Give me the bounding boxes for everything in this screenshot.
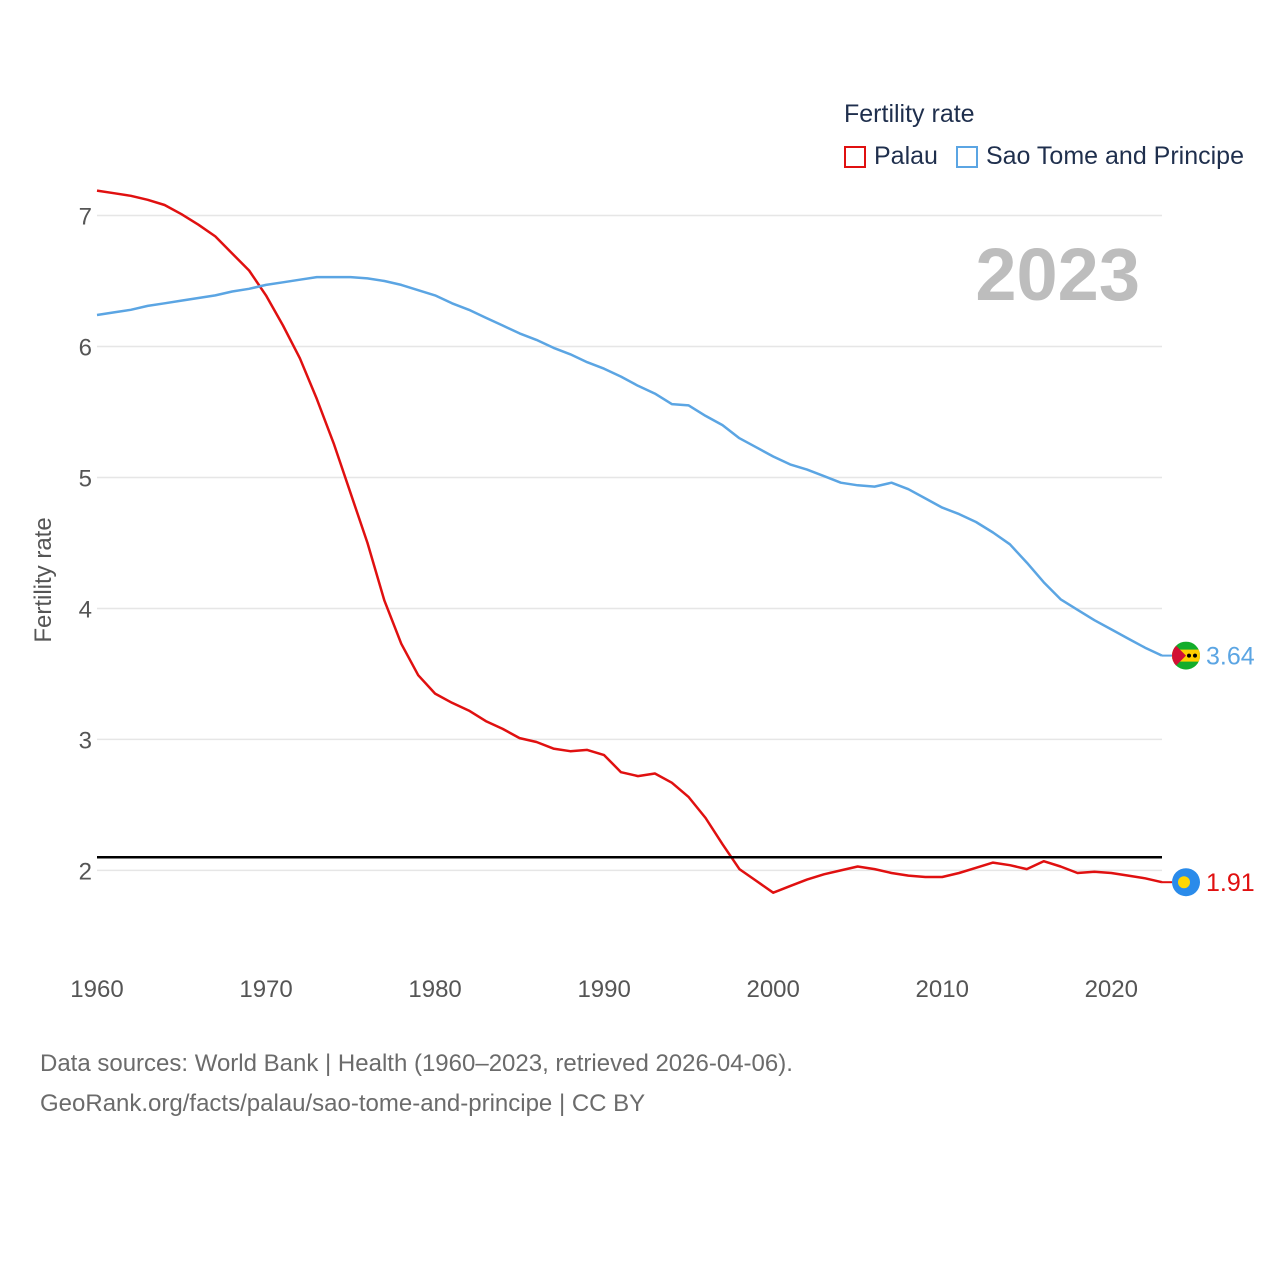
- flag-icon-palau: [1172, 868, 1200, 897]
- series-lines: [96, 189, 1163, 894]
- x-tick-2000: 2000: [746, 976, 799, 1003]
- legend-label-palau: Palau: [874, 142, 938, 170]
- x-tick-1970: 1970: [239, 976, 292, 1003]
- legend-swatch-sao-tome: [955, 145, 978, 168]
- y-tick-labels: 2 3 4 5 6 7: [79, 203, 92, 885]
- end-label-sao-tome-and-principe: 3.64: [1206, 643, 1255, 671]
- legend: Palau Sao Tome and Principe: [844, 142, 1262, 171]
- gridlines: [97, 214, 1162, 872]
- legend-item-sao-tome[interactable]: Sao Tome and Principe: [955, 142, 1244, 171]
- source-line-1: Data sources: World Bank | Health (1960–…: [40, 1050, 793, 1077]
- series-line-palau[interactable]: [96, 189, 1163, 894]
- x-tick-1980: 1980: [408, 976, 461, 1003]
- series-line-sao-tome-and-principe[interactable]: [96, 275, 1163, 657]
- x-tick-labels: 1960 1970 1980 1990 2000 2010 2020: [70, 976, 1138, 1003]
- end-label-palau: 1.91: [1206, 869, 1255, 897]
- x-tick-2010: 2010: [916, 976, 969, 1003]
- y-tick-5: 5: [79, 465, 92, 492]
- x-tick-1960: 1960: [70, 976, 123, 1003]
- y-axis-title: Fertility rate: [30, 517, 57, 642]
- legend-item-palau[interactable]: Palau: [844, 142, 938, 171]
- end-markers: 1.91 3.64: [1162, 641, 1255, 897]
- y-tick-6: 6: [79, 334, 92, 361]
- source-note: Data sources: World Bank | Health (1960–…: [40, 1044, 793, 1124]
- source-line-2[interactable]: GeoRank.org/facts/palau/sao-tome-and-pri…: [40, 1090, 646, 1117]
- legend-swatch-palau: [844, 145, 866, 168]
- x-tick-2020: 2020: [1085, 976, 1138, 1003]
- y-tick-7: 7: [79, 203, 92, 230]
- flag-icon-sao-tome-and-principe: [1172, 641, 1200, 670]
- year-label: 2023: [975, 233, 1140, 316]
- legend-title: Fertility rate: [844, 100, 975, 128]
- y-tick-2: 2: [79, 858, 92, 885]
- x-tick-1990: 1990: [577, 976, 630, 1003]
- y-tick-3: 3: [79, 727, 92, 754]
- legend-label-sao-tome: Sao Tome and Principe: [985, 142, 1244, 170]
- y-tick-4: 4: [79, 596, 92, 623]
